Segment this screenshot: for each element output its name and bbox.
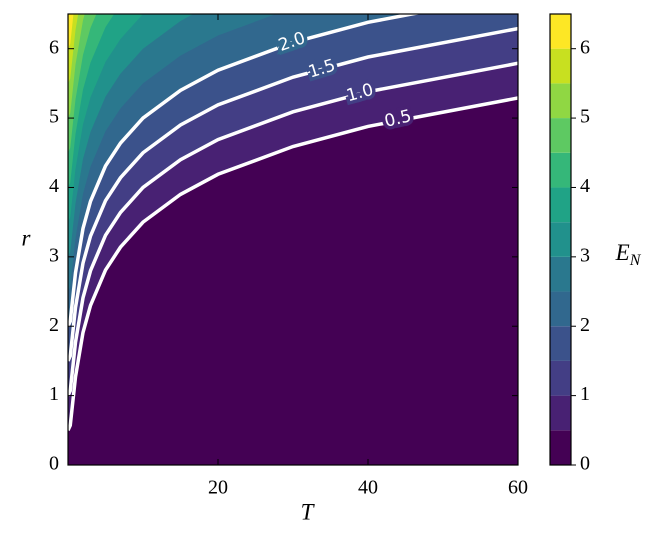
colorbar-tick-label: 1: [580, 383, 590, 405]
colorbar-tick-label: 5: [580, 106, 590, 128]
x-tick-label: 60: [508, 477, 528, 499]
y-tick-label: 2: [49, 314, 59, 336]
contour-line: [68, 14, 422, 327]
y-tick-label: 5: [49, 106, 59, 128]
colorbar-band: [550, 14, 571, 49]
x-axis-label: T: [301, 499, 316, 524]
colorbar-band: [550, 222, 571, 257]
y-tick-label: 1: [49, 383, 59, 405]
y-tick-label: 0: [49, 453, 59, 475]
y-axis-label: r: [22, 225, 32, 250]
colorbar-band: [550, 152, 571, 188]
colorbar-band: [550, 187, 571, 223]
colorbar-band: [550, 430, 571, 465]
colorbar-band: [550, 48, 571, 84]
colorbar-tick-label: 0: [580, 453, 590, 475]
x-tick-label: 20: [208, 477, 228, 499]
colorbar-label: EN: [615, 240, 642, 268]
colorbar-label-main: E: [615, 240, 630, 265]
colorbar-band: [550, 326, 571, 361]
colorbar-tick-label: 6: [580, 36, 590, 58]
colorbar-frame: [549, 13, 572, 466]
plot-area: 0.51.01.52.0: [68, 14, 518, 465]
colorbar-band: [550, 395, 571, 431]
colorbar-tick-label: 2: [580, 314, 590, 336]
colorbar-band: [550, 118, 571, 153]
colorbar-tick-label: 4: [580, 175, 590, 197]
plot-frame: [67, 13, 519, 466]
y-tick-label: 4: [49, 175, 59, 197]
colorbar-band: [550, 256, 571, 292]
contour-line: [68, 61, 518, 397]
colorbar-band: [550, 83, 571, 119]
colorbar-label-sub: N: [629, 252, 642, 269]
colorbar-band: [550, 360, 571, 396]
colorbar-tick-label: 3: [580, 244, 590, 266]
x-tick-label: 40: [358, 477, 378, 499]
contour-line: [68, 96, 518, 432]
colorbar-band: [550, 291, 571, 327]
contour-band: [68, 14, 518, 223]
y-tick-label: 3: [49, 244, 59, 266]
contour-band: [68, 14, 518, 361]
y-tick-label: 6: [49, 36, 59, 58]
contour-line: [68, 26, 518, 362]
